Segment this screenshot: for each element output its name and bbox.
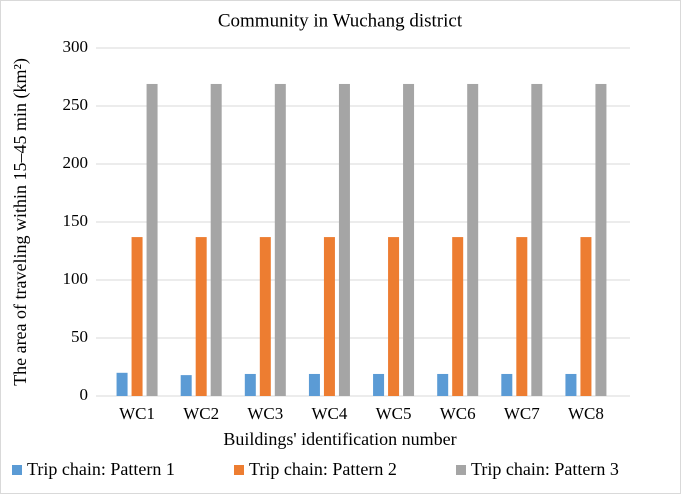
bar <box>501 373 513 396</box>
bar <box>259 237 271 396</box>
legend-swatch <box>234 465 244 475</box>
bar <box>323 237 335 396</box>
y-tick-label: 300 <box>63 37 89 56</box>
bar <box>274 83 286 397</box>
bar <box>565 373 577 396</box>
x-tick-label: WC8 <box>568 404 604 423</box>
legend-swatch <box>12 465 22 475</box>
y-tick-label: 200 <box>63 153 89 172</box>
bar <box>131 237 143 396</box>
legend-label: Trip chain: Pattern 1 <box>27 459 175 479</box>
bar <box>467 83 479 397</box>
x-tick-label: WC4 <box>311 404 347 423</box>
bar <box>580 237 592 396</box>
chart-title: Community in Wuchang district <box>218 10 463 31</box>
y-tick-label: 50 <box>71 327 88 346</box>
bar <box>116 372 128 396</box>
x-tick-label: WC2 <box>183 404 219 423</box>
y-tick-label: 0 <box>80 385 89 404</box>
bar <box>195 237 207 396</box>
legend-label: Trip chain: Pattern 2 <box>249 459 397 479</box>
bar <box>146 83 158 397</box>
y-axis-label: The area of traveling within 15–45 min (… <box>10 58 31 386</box>
bar <box>244 373 256 396</box>
bar <box>595 83 607 397</box>
x-tick-label: WC5 <box>376 404 412 423</box>
bar <box>210 83 222 397</box>
bar <box>338 83 350 397</box>
x-tick-label: WC6 <box>440 404 476 423</box>
bar <box>437 373 449 396</box>
x-tick-label: WC3 <box>247 404 283 423</box>
bar <box>516 237 528 396</box>
bar <box>373 373 385 396</box>
y-tick-label: 100 <box>63 269 89 288</box>
legend-swatch <box>456 465 466 475</box>
bar <box>308 373 320 396</box>
bar <box>531 83 543 397</box>
bar <box>403 83 415 397</box>
bar <box>388 237 400 396</box>
y-tick-label: 250 <box>63 95 89 114</box>
bar <box>452 237 464 396</box>
x-tick-label: WC1 <box>119 404 155 423</box>
x-tick-label: WC7 <box>504 404 540 423</box>
y-tick-label: 150 <box>63 211 89 230</box>
bar <box>180 375 192 396</box>
x-axis-label: Buildings' identification number <box>223 429 456 449</box>
legend-label: Trip chain: Pattern 3 <box>471 459 619 479</box>
